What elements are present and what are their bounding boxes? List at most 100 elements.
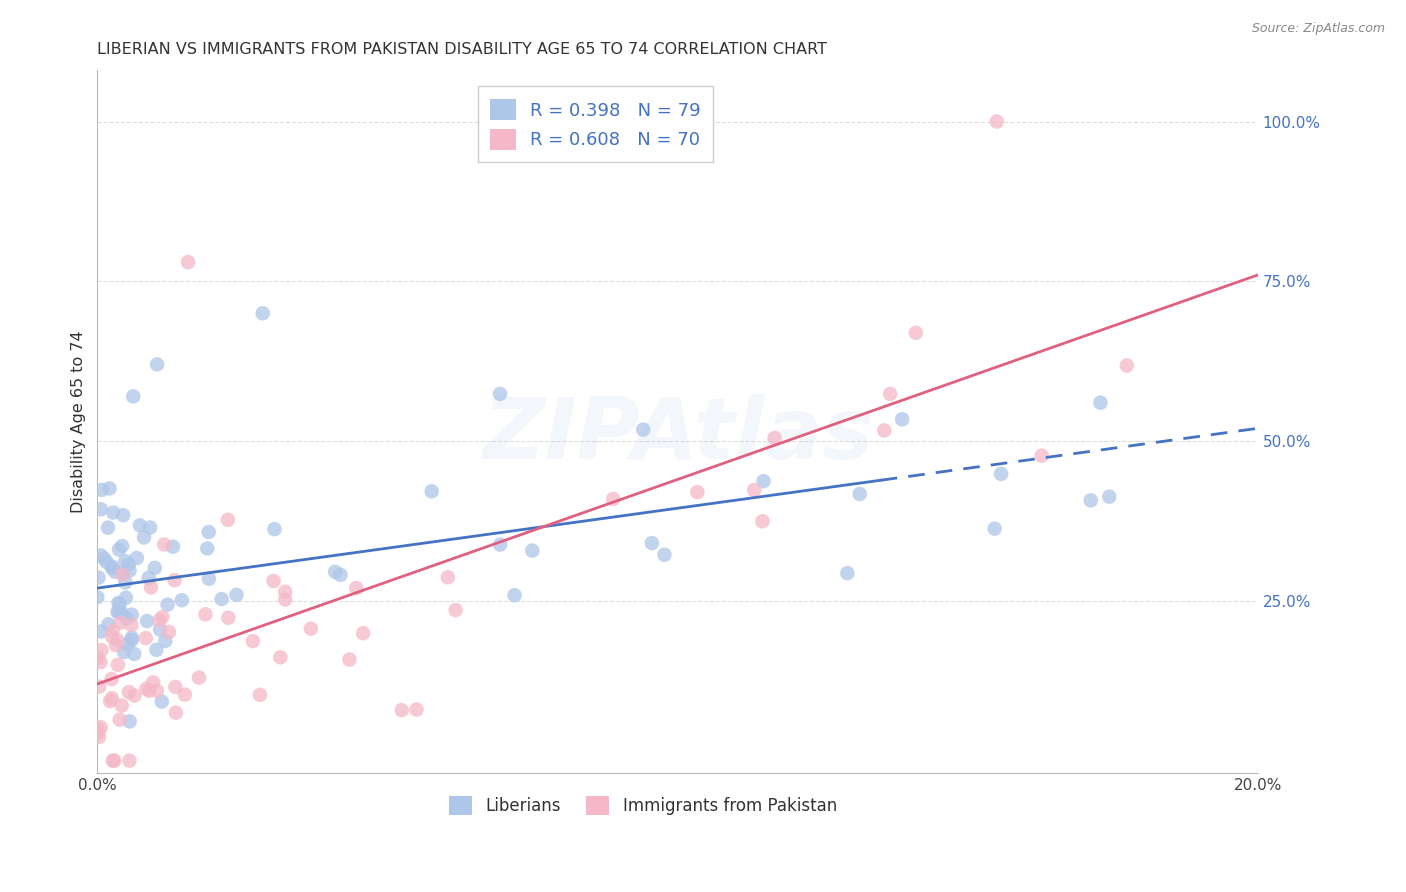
Point bbox=[249, 688, 271, 702]
Point bbox=[98, 694, 121, 708]
Text: LIBERIAN VS IMMIGRANTS FROM PAKISTAN DISABILITY AGE 65 TO 74 CORRELATION CHART: LIBERIAN VS IMMIGRANTS FROM PAKISTAN DIS… bbox=[97, 42, 827, 57]
Point bbox=[87, 571, 110, 585]
Point bbox=[904, 326, 927, 340]
Point bbox=[143, 561, 166, 575]
Point bbox=[299, 622, 322, 636]
Point bbox=[148, 614, 170, 628]
Point bbox=[217, 513, 239, 527]
Point bbox=[111, 607, 134, 621]
Point bbox=[90, 720, 112, 734]
Point bbox=[139, 581, 162, 595]
Point bbox=[329, 567, 352, 582]
Text: Source: ZipAtlas.com: Source: ZipAtlas.com bbox=[1251, 22, 1385, 36]
Point bbox=[104, 565, 127, 579]
Point bbox=[89, 680, 111, 694]
Point bbox=[873, 424, 896, 438]
Point bbox=[146, 358, 169, 372]
Text: ZIPAtlas: ZIPAtlas bbox=[482, 394, 873, 477]
Point bbox=[391, 703, 413, 717]
Point bbox=[108, 542, 131, 557]
Point bbox=[90, 624, 112, 639]
Point bbox=[155, 634, 177, 648]
Point bbox=[177, 255, 200, 269]
Point bbox=[97, 520, 120, 534]
Point bbox=[405, 702, 427, 716]
Point bbox=[217, 611, 239, 625]
Point bbox=[195, 541, 218, 556]
Point bbox=[118, 754, 141, 768]
Point bbox=[837, 566, 859, 581]
Point bbox=[121, 632, 143, 647]
Point bbox=[111, 566, 134, 581]
Point bbox=[101, 754, 124, 768]
Point bbox=[111, 567, 134, 582]
Point bbox=[263, 522, 285, 536]
Point bbox=[104, 638, 127, 652]
Point bbox=[197, 524, 219, 539]
Point bbox=[107, 633, 129, 648]
Point bbox=[848, 487, 870, 501]
Point bbox=[124, 689, 146, 703]
Point bbox=[149, 623, 172, 637]
Point bbox=[173, 688, 195, 702]
Point bbox=[87, 726, 110, 740]
Point bbox=[89, 655, 111, 669]
Point bbox=[114, 554, 136, 568]
Point bbox=[107, 605, 129, 619]
Point bbox=[891, 412, 914, 426]
Point bbox=[101, 624, 124, 638]
Point bbox=[114, 575, 136, 590]
Point bbox=[165, 680, 187, 694]
Point bbox=[751, 514, 773, 528]
Point bbox=[163, 573, 186, 587]
Point bbox=[162, 540, 184, 554]
Point bbox=[96, 555, 118, 569]
Point bbox=[118, 685, 141, 699]
Point bbox=[263, 574, 285, 588]
Point bbox=[108, 713, 131, 727]
Point bbox=[115, 591, 138, 605]
Point bbox=[602, 491, 624, 506]
Point bbox=[274, 592, 297, 607]
Point bbox=[274, 584, 297, 599]
Point bbox=[763, 431, 786, 445]
Point bbox=[129, 518, 152, 533]
Point bbox=[150, 695, 173, 709]
Point bbox=[121, 618, 143, 632]
Point bbox=[170, 593, 193, 607]
Point bbox=[107, 596, 129, 610]
Point bbox=[211, 592, 233, 607]
Point bbox=[437, 570, 460, 584]
Point bbox=[983, 522, 1005, 536]
Point bbox=[522, 543, 544, 558]
Point bbox=[145, 643, 167, 657]
Point bbox=[125, 551, 148, 566]
Point bbox=[122, 647, 145, 661]
Point bbox=[752, 474, 775, 488]
Point bbox=[152, 610, 174, 624]
Point bbox=[118, 564, 141, 578]
Point bbox=[153, 537, 176, 551]
Point bbox=[1115, 359, 1137, 373]
Point bbox=[165, 706, 187, 720]
Point bbox=[146, 683, 169, 698]
Point bbox=[986, 114, 1008, 128]
Point bbox=[132, 531, 155, 545]
Point bbox=[108, 597, 131, 611]
Point bbox=[135, 631, 157, 645]
Point bbox=[121, 631, 143, 645]
Point bbox=[225, 588, 247, 602]
Point bbox=[112, 508, 135, 523]
Point bbox=[503, 588, 526, 602]
Point bbox=[654, 548, 676, 562]
Point bbox=[1098, 490, 1121, 504]
Point bbox=[118, 558, 141, 572]
Point bbox=[86, 721, 108, 735]
Point bbox=[87, 650, 110, 665]
Point bbox=[107, 657, 129, 672]
Point bbox=[87, 730, 110, 744]
Point bbox=[103, 754, 125, 768]
Point bbox=[187, 671, 209, 685]
Point bbox=[136, 614, 159, 628]
Point bbox=[198, 572, 221, 586]
